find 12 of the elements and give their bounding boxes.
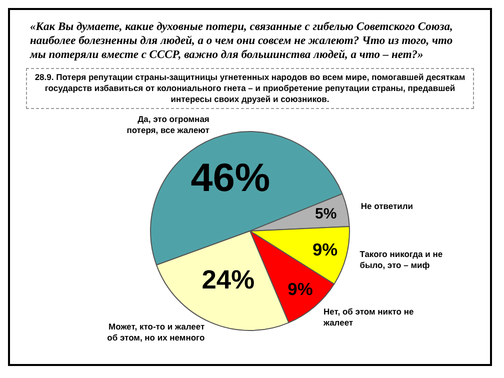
data-label: 46% [190, 156, 270, 200]
chart-subtitle: 28.9. Потеря репутации страны-защитницы угнетенных народов во всем мире, помогавшей десяткам государств избавиться от колониального гнета – и приобретение репутации страны, предавшей интересы своих друзей и союзников. [26, 68, 474, 109]
data-label: 9% [288, 278, 313, 299]
slice-label: Нет, об этом никто не жалеет [322, 306, 414, 328]
slice-label: Не ответили [360, 201, 414, 212]
data-label: 5% [314, 206, 337, 223]
chart-title: «Как Вы думаете, какие духовные потери, связанные с гибелью Советского Союза, наиболее болезненны для людей, а о чем они совсем не жалеют? Что из того, что мы потеряли вместе с СССР, важно для большинства людей, а что – нет?» [28, 20, 454, 63]
data-label: 24% [202, 264, 255, 294]
slice-label: Такого никогда и не было, это – миф [360, 248, 443, 270]
slice-label: Да, это огромная потеря, все жалеют [126, 114, 210, 135]
data-label: 9% [312, 240, 338, 260]
slice-label: Может, кто-то и жалеет об этом, но их немного [107, 321, 205, 342]
